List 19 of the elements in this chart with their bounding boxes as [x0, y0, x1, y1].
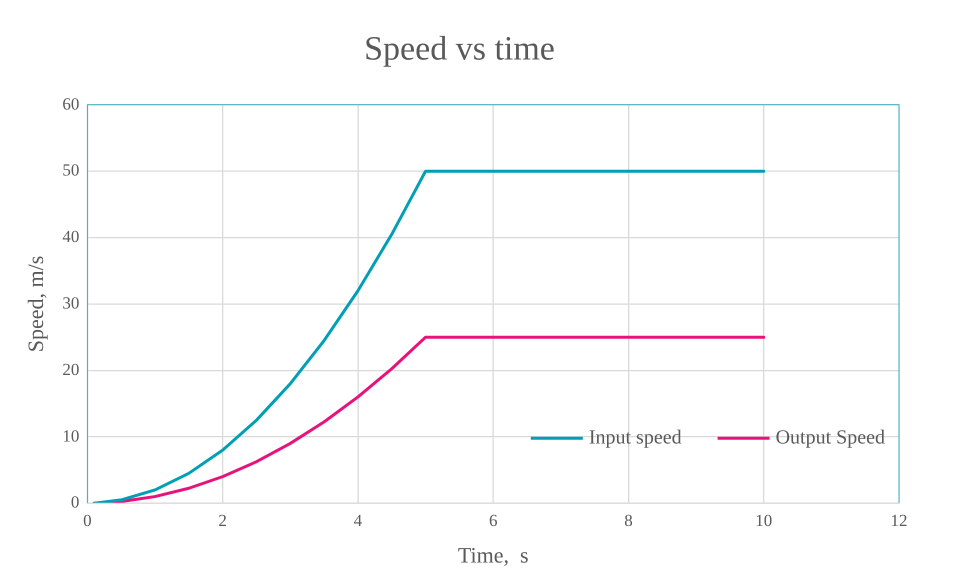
x-tick-label: 2 [218, 510, 227, 530]
x-tick-label: 10 [755, 510, 772, 530]
y-axis-title: Speed, m/s [22, 256, 48, 352]
y-tick-label: 0 [70, 492, 80, 512]
y-tick-label: 10 [62, 426, 80, 446]
x-tick-label: 8 [624, 510, 633, 530]
x-tick-label: 12 [890, 510, 908, 530]
legend-label: Output Speed [776, 426, 886, 448]
x-tick-label: 6 [488, 510, 498, 530]
chart-title: Speed vs time [364, 30, 555, 68]
y-tick-label: 20 [62, 360, 80, 379]
legend-label: Input speed [588, 426, 682, 448]
x-axis-title: Time, s [458, 542, 529, 568]
x-tick-label: 4 [354, 510, 363, 530]
y-tick-label: 40 [62, 227, 80, 246]
y-tick-label: 30 [62, 293, 80, 312]
y-tick-label: 60 [62, 94, 80, 114]
y-tick-label: 50 [62, 160, 80, 180]
x-tick-label: 0 [83, 510, 92, 530]
